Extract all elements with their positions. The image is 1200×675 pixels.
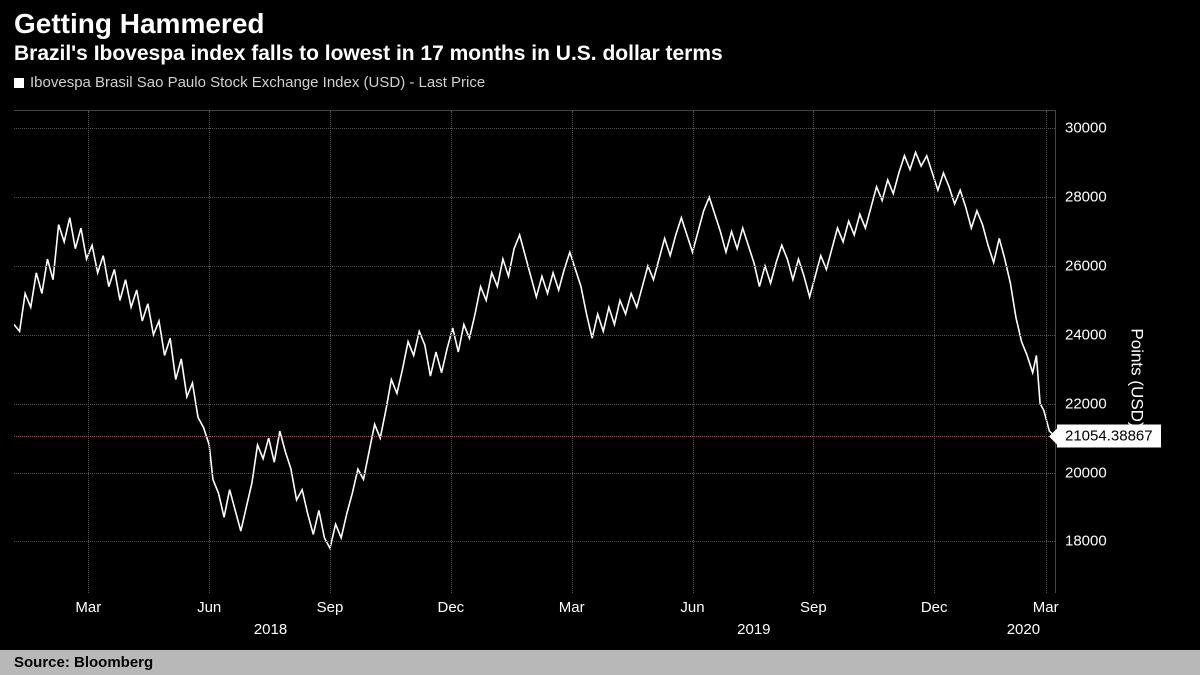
last-price-reference-line — [14, 436, 1055, 437]
gridline-h — [14, 197, 1055, 198]
y-tick-label: 20000 — [1055, 464, 1107, 481]
x-tick-month: Mar — [559, 593, 585, 616]
chart-title: Getting Hammered — [14, 8, 1186, 40]
x-tick-month: Sep — [800, 593, 827, 616]
x-tick-month: Sep — [317, 593, 344, 616]
y-axis-label: Points (USD) — [1126, 328, 1146, 427]
line-series — [14, 111, 1055, 593]
gridline-v — [1046, 111, 1047, 593]
plot-region: 18000200002200024000260002800030000MarJu… — [14, 110, 1056, 593]
x-tick-month: Dec — [438, 593, 465, 616]
chart-area: 18000 20000 22000 24000 26000 28000 30000 Mar Ju… — [14, 110, 1186, 645]
x-tick-year: 2018 — [254, 593, 287, 638]
legend-series-label: Ibovespa Brasil Sao Paulo Stock Exchange… — [30, 74, 485, 91]
chart-header: Getting Hammered Brazil's Ibovespa index… — [0, 0, 1200, 68]
y-tick-label: 30000 — [1055, 120, 1107, 137]
x-tick-month: Jun — [680, 593, 704, 616]
legend-marker-icon — [14, 78, 24, 88]
x-tick-year: 2020 — [1007, 593, 1040, 638]
gridline-h — [14, 541, 1055, 542]
gridline-h — [14, 473, 1055, 474]
chart-subtitle: Brazil's Ibovespa index falls to lowest … — [14, 42, 1186, 66]
gridline-v — [451, 111, 452, 593]
gridline-h — [14, 335, 1055, 336]
gridline-h — [14, 266, 1055, 267]
gridline-v — [209, 111, 210, 593]
y-tick-label: 28000 — [1055, 189, 1107, 206]
last-price-badge: 21054.38867 — [1057, 425, 1161, 448]
x-tick-month: Jun — [197, 593, 221, 616]
chart-legend: Ibovespa Brasil Sao Paulo Stock Exchange… — [0, 68, 1200, 91]
y-tick-label: 26000 — [1055, 257, 1107, 274]
gridline-v — [693, 111, 694, 593]
gridline-v — [934, 111, 935, 593]
gridline-v — [88, 111, 89, 593]
x-tick-year: 2019 — [737, 593, 770, 638]
chart-footer: Source: Bloomberg — [0, 650, 1200, 675]
gridline-v — [572, 111, 573, 593]
y-tick-label: 18000 — [1055, 533, 1107, 550]
x-tick-month: Dec — [921, 593, 948, 616]
source-text: Source: Bloomberg — [14, 654, 153, 671]
gridline-v — [813, 111, 814, 593]
gridline-h — [14, 128, 1055, 129]
gridline-h — [14, 404, 1055, 405]
gridline-v — [330, 111, 331, 593]
y-tick-label: 22000 — [1055, 395, 1107, 412]
y-tick-label: 24000 — [1055, 326, 1107, 343]
x-tick-month: Mar — [75, 593, 101, 616]
